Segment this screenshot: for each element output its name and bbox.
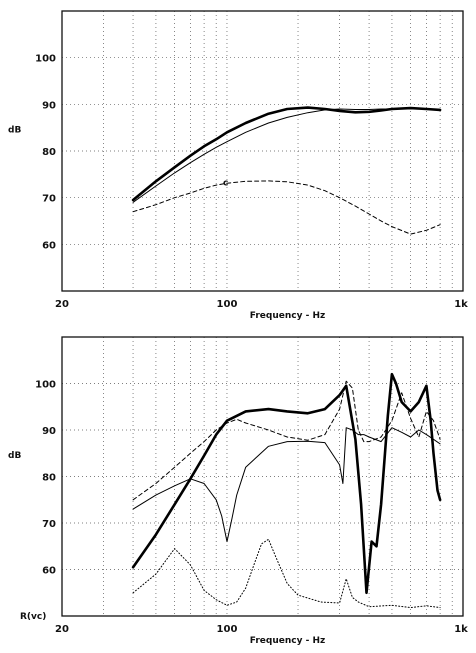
y-tick-label: 80 [42,473,56,484]
upper-chart-panel: 60 70 80 90 100 20 100 1k Frequency - Hz dB c [8,10,468,321]
x-tick-label: 1k [454,299,468,310]
plot-frame [61,10,464,292]
x-tick-label: 20 [55,624,69,635]
series-line-solid-heavy [131,372,442,595]
lower-chart-panel: 60 70 80 90 100 20 100 1k Frequency - Hz dB R(vc) [8,336,468,646]
series-line-solid-thin [132,108,441,203]
annotation-label: c [223,179,228,189]
bottom-left-label: R(vc) [20,612,46,622]
y-tick-label: 70 [42,194,56,205]
x-tick-label: 1k [454,624,468,635]
x-tick-label: 20 [55,299,69,310]
y-tick-label: 80 [42,147,56,158]
series-line-dashed [132,180,441,235]
plot-frame [61,336,464,617]
series-line-solid-heavy [131,106,442,202]
x-tick-label: 100 [217,299,238,310]
y-axis-label: dB [8,451,21,461]
y-tick-label: 100 [35,380,56,391]
y-tick-label: 60 [42,566,56,577]
x-axis-label: Frequency - Hz [250,311,325,321]
y-tick-label: 70 [42,519,56,530]
x-axis-label: Frequency - Hz [250,636,325,646]
y-tick-label: 90 [42,100,56,111]
y-tick-label: 60 [42,240,56,251]
y-axis-label: dB [8,125,21,135]
series-line-dotted [132,538,441,609]
series-line-solid-thin [132,427,441,543]
series-line-dashed [132,380,441,501]
y-tick-label: 100 [35,54,56,65]
x-tick-label: 100 [217,624,238,635]
y-tick-label: 90 [42,426,56,437]
